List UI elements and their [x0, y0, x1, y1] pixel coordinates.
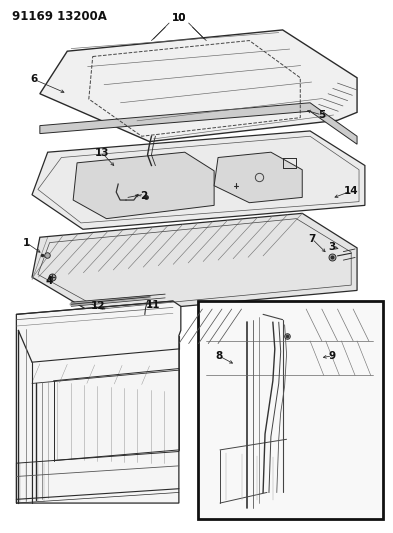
Bar — [198, 301, 382, 519]
Text: 14: 14 — [344, 186, 358, 196]
Polygon shape — [32, 131, 365, 229]
Polygon shape — [40, 30, 357, 142]
Text: 10: 10 — [172, 13, 186, 23]
Polygon shape — [40, 103, 357, 144]
Text: 7: 7 — [309, 234, 316, 244]
Polygon shape — [73, 152, 214, 219]
Text: 12: 12 — [90, 301, 105, 311]
Text: 8: 8 — [215, 351, 222, 361]
Text: 1: 1 — [22, 238, 30, 247]
Text: 2: 2 — [140, 191, 147, 201]
Text: 4: 4 — [46, 276, 53, 286]
Polygon shape — [32, 213, 357, 314]
Text: 3: 3 — [328, 242, 335, 252]
Text: 6: 6 — [30, 75, 38, 84]
Text: 11: 11 — [146, 300, 161, 310]
Polygon shape — [214, 152, 302, 203]
Polygon shape — [17, 301, 181, 503]
Text: 9: 9 — [329, 351, 336, 361]
Text: 13: 13 — [95, 148, 110, 158]
Text: 10: 10 — [172, 13, 186, 23]
Text: 5: 5 — [318, 110, 325, 120]
Text: 91169 13200A: 91169 13200A — [13, 10, 107, 23]
